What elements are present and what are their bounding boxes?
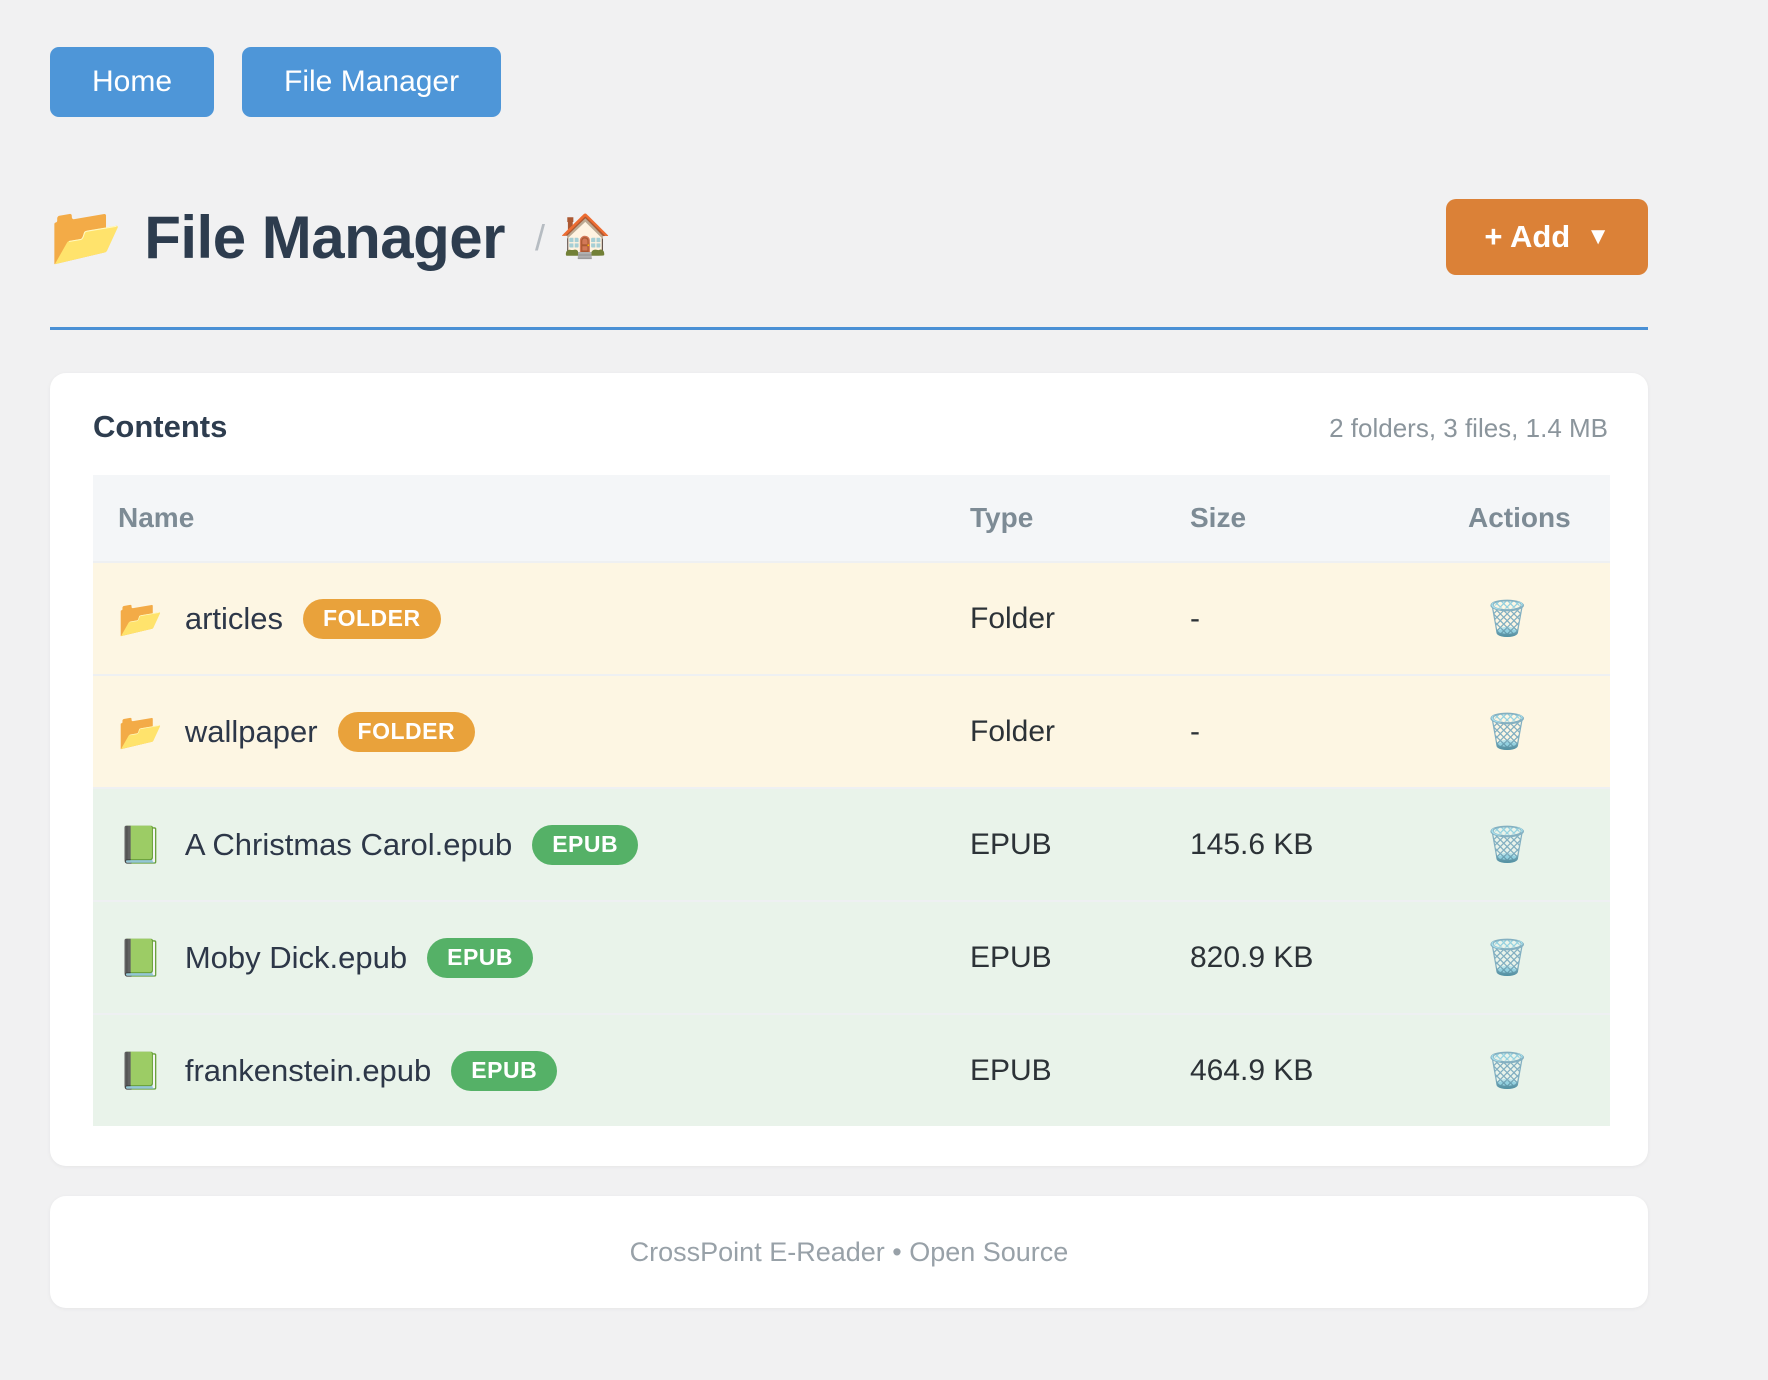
size-cell: 145.6 KB [1190,827,1314,861]
trash-icon: 🗑️ [1486,599,1529,638]
contents-card-header: Contents 2 folders, 3 files, 1.4 MB [93,409,1610,445]
actions-cell: 🗑️ [1468,1050,1610,1092]
footer-card: CrossPoint E-Reader • Open Source [50,1196,1648,1308]
type-badge: EPUB [532,824,639,865]
file-type-icon: 📗 [118,823,163,865]
delete-button[interactable]: 🗑️ [1482,1050,1532,1092]
column-header-name: Name [118,502,195,533]
table-row[interactable]: 📗 Moby Dick.epub EPUB EPUB 820.9 KB 🗑️ [93,900,1610,1013]
page-header: 📂 File Manager / 🏠 + Add ▼ [50,189,1648,285]
actions-cell: 🗑️ [1468,937,1610,979]
table-row[interactable]: 📗 frankenstein.epub EPUB EPUB 464.9 KB 🗑… [93,1013,1610,1126]
type-badge: EPUB [427,937,534,978]
actions-cell: 🗑️ [1468,824,1610,866]
trash-icon: 🗑️ [1486,938,1529,977]
name-cell: 📂 articles FOLDER [118,597,970,639]
column-header-type: Type [970,502,1034,533]
table-row[interactable]: 📂 wallpaper FOLDER Folder - 🗑️ [93,674,1610,787]
size-cell: 820.9 KB [1190,940,1314,974]
folder-icon: 📂 [50,204,123,269]
type-badge: FOLDER [337,711,476,752]
delete-button[interactable]: 🗑️ [1482,711,1532,753]
home-button[interactable]: Home [50,47,215,117]
contents-heading: Contents [93,409,228,444]
header-divider [50,327,1648,330]
files-table: Name Type Size Actions 📂 articles FOLDER… [93,475,1610,1126]
delete-button[interactable]: 🗑️ [1482,937,1532,979]
home-icon[interactable]: 🏠 [559,212,612,259]
trash-icon: 🗑️ [1486,825,1529,864]
delete-button[interactable]: 🗑️ [1482,598,1532,640]
table-row[interactable]: 📗 A Christmas Carol.epub EPUB EPUB 145.6… [93,787,1610,900]
footer-text: CrossPoint E-Reader • Open Source [629,1236,1069,1267]
name-cell: 📗 frankenstein.epub EPUB [118,1049,970,1091]
size-cell: - [1190,601,1200,635]
breadcrumb-separator: / [535,217,546,258]
name-cell: 📗 Moby Dick.epub EPUB [118,936,970,978]
table-body: 📂 articles FOLDER Folder - 🗑️ 📂 wallpape… [93,561,1610,1126]
file-name: articles [184,600,284,636]
file-name: A Christmas Carol.epub [184,826,513,862]
table-header-row: Name Type Size Actions [93,475,1610,561]
title-wrap: 📂 File Manager / 🏠 [50,203,611,272]
name-cell: 📗 A Christmas Carol.epub EPUB [118,823,970,865]
file-type-icon: 📗 [118,1049,163,1091]
file-name: frankenstein.epub [184,1052,432,1088]
table-row[interactable]: 📂 articles FOLDER Folder - 🗑️ [93,561,1610,674]
trash-icon: 🗑️ [1486,1051,1529,1090]
type-cell: EPUB [970,940,1052,974]
size-cell: 464.9 KB [1190,1053,1314,1087]
contents-summary: 2 folders, 3 files, 1.4 MB [1329,413,1608,443]
top-nav: Home File Manager [50,47,1648,117]
type-cell: EPUB [970,827,1052,861]
column-header-actions: Actions [1468,502,1571,533]
type-cell: EPUB [970,1053,1052,1087]
file-type-icon: 📂 [118,710,163,752]
page-title: File Manager [144,203,505,271]
file-manager-page: Home File Manager 📂 File Manager / 🏠 + A… [50,47,1648,1308]
add-button[interactable]: + Add ▼ [1446,199,1648,275]
type-badge: FOLDER [303,598,441,639]
column-header-size: Size [1190,502,1247,533]
file-type-icon: 📂 [118,597,163,639]
type-cell: Folder [970,714,1056,748]
file-name: wallpaper [184,713,318,749]
delete-button[interactable]: 🗑️ [1482,824,1532,866]
breadcrumb: / 🏠 [535,215,611,259]
add-button-label: + Add [1484,219,1571,254]
size-cell: - [1190,714,1200,748]
actions-cell: 🗑️ [1468,711,1610,753]
type-cell: Folder [970,601,1056,635]
type-badge: EPUB [451,1050,558,1091]
contents-card: Contents 2 folders, 3 files, 1.4 MB Name… [50,373,1648,1166]
file-type-icon: 📗 [118,936,163,978]
file-name: Moby Dick.epub [184,939,408,975]
name-cell: 📂 wallpaper FOLDER [118,710,970,752]
file-manager-button[interactable]: File Manager [242,47,502,117]
actions-cell: 🗑️ [1468,598,1610,640]
trash-icon: 🗑️ [1486,712,1529,751]
chevron-down-icon: ▼ [1586,223,1610,250]
